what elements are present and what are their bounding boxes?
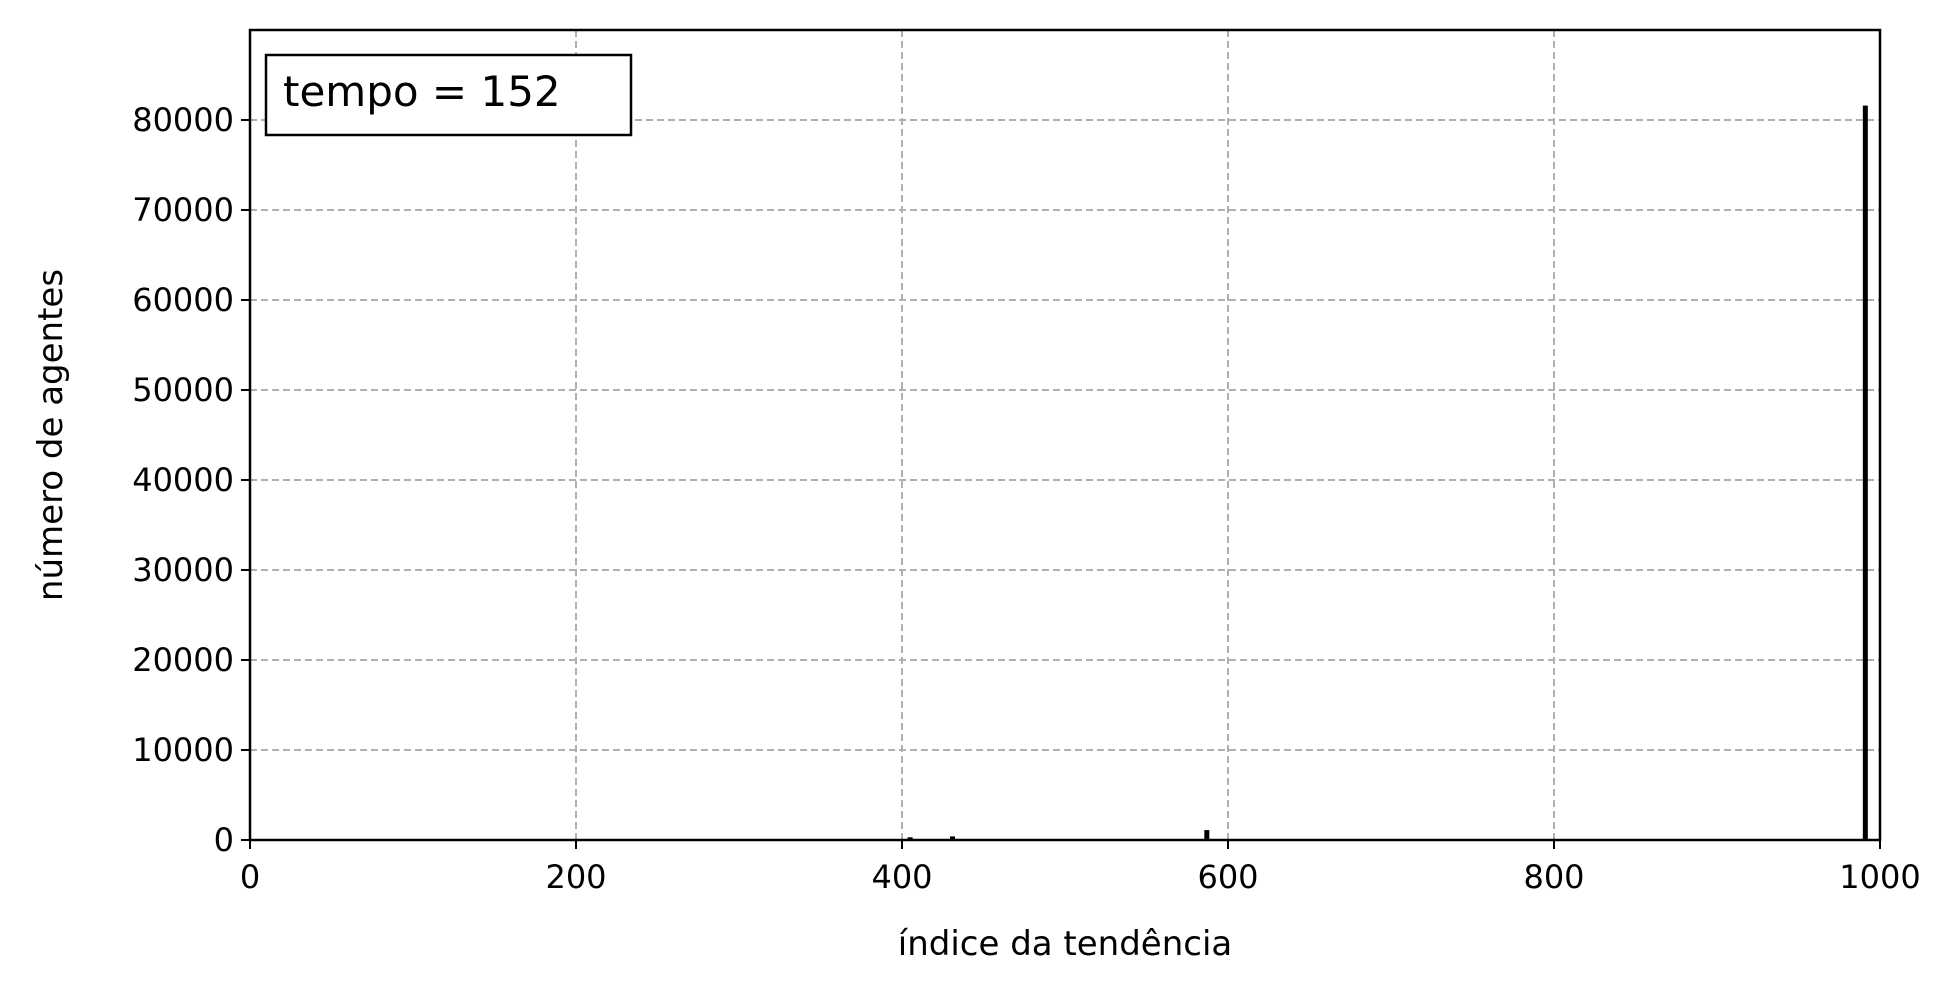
x-tick-label: 400: [871, 858, 932, 896]
y-tick-label: 60000: [132, 281, 234, 319]
bar: [1862, 105, 1868, 841]
y-tick-label: 70000: [132, 191, 234, 229]
x-tick-label: 800: [1523, 858, 1584, 896]
y-tick-label: 30000: [132, 551, 234, 589]
x-tick-label: 600: [1197, 858, 1258, 896]
x-tick-label: 200: [545, 858, 606, 896]
time-annotation: tempo = 152: [264, 53, 633, 137]
x-tick-label: 0: [240, 858, 260, 896]
plot-frame: [248, 28, 1882, 842]
x-axis-ticks: 0 200 400 600 800 1000: [240, 840, 1921, 896]
y-tick-label: 50000: [132, 371, 234, 409]
y-tick-label: 0: [214, 821, 234, 859]
bar: [907, 837, 913, 840]
annotation-text: tempo = 152: [283, 67, 561, 116]
bar: [950, 836, 956, 840]
y-tick-label: 40000: [132, 461, 234, 499]
x-axis-label: índice da tendência: [898, 924, 1233, 964]
grid-lines: [250, 30, 1881, 840]
y-tick-label: 80000: [132, 101, 234, 139]
bars: [907, 105, 1868, 841]
y-tick-label: 20000: [132, 641, 234, 679]
annotation-box: [264, 53, 633, 137]
y-axis-ticks: 0 10000 20000 30000 40000 50000 60000 70000 8000…: [132, 101, 250, 859]
y-tick-label: 10000: [132, 731, 234, 769]
y-axis-label: número de agentes: [31, 269, 71, 601]
x-tick-label: 1000: [1839, 858, 1920, 896]
bar: [1204, 830, 1210, 840]
